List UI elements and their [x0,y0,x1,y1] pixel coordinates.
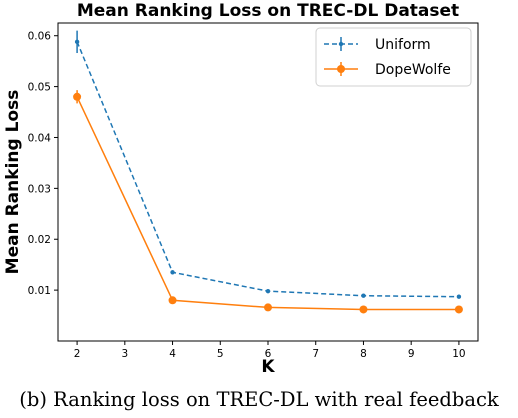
series-line [76,96,459,311]
x-tick-label: 4 [169,348,176,360]
x-tick-label: 5 [217,348,224,360]
data-point [359,305,368,314]
y-tick-label: 0.02 [28,234,51,246]
y-tick-label: 0.03 [28,183,51,195]
x-tick-label: 7 [312,348,319,360]
x-axis: 2 3 4 5 6 7 8 9 10 [74,341,466,360]
x-tick-label: 6 [265,348,272,360]
y-axis: 0.01 0.02 0.03 0.04 0.05 0.06 [28,31,58,297]
y-tick-label: 0.04 [28,132,52,144]
series-uniform [74,30,462,299]
x-axis-label: K [261,357,275,377]
data-point [168,296,177,305]
series-dopewolfe [73,90,463,314]
legend-label: Uniform [375,37,431,53]
x-tick-label: 9 [408,348,415,360]
legend-marker [338,41,344,47]
data-point [73,92,82,101]
data-point [456,294,462,299]
x-tick-label: 10 [452,348,465,360]
figure-caption: (b) Ranking loss on TREC-DL with real fe… [19,388,499,411]
y-tick-label: 0.05 [28,82,51,94]
data-point [265,288,271,294]
data-point [264,303,272,312]
data-point [361,293,366,298]
legend-box [315,27,472,87]
legend-entry-uniform: Uniform [324,37,431,53]
series-layer [73,30,463,314]
legend-marker [337,65,345,73]
y-tick-label: 0.01 [28,285,51,297]
data-point [74,39,80,45]
x-tick-label: 3 [121,348,128,360]
chart: Mean Ranking Loss on TREC-DL Dataset 2 3 4… [3,1,479,377]
x-tick-label: 2 [74,348,81,360]
y-axis-label: Mean Ranking Loss [3,90,23,275]
data-point [170,270,175,275]
legend-label: DopeWolfe [375,62,451,78]
legend-entry-dopewolfe: DopeWolfe [324,62,451,78]
y-tick-label: 0.06 [28,31,52,43]
data-point [454,305,463,314]
chart-title: Mean Ranking Loss on TREC-DL Dataset [77,1,459,21]
legend: Uniform DopeWolfe [315,27,472,87]
x-tick-label: 8 [360,348,367,360]
